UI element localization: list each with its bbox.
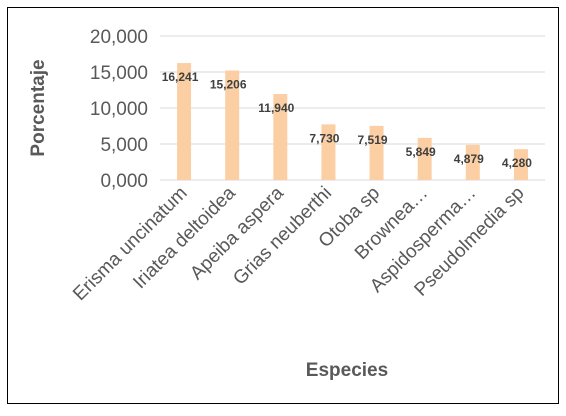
data-label: 7,519 (358, 133, 388, 147)
bar (177, 63, 192, 180)
data-label: 5,849 (406, 145, 436, 159)
bar (321, 124, 336, 180)
bar (225, 70, 240, 180)
y-tick-label: 20,000 (90, 27, 148, 48)
y-axis-title: Porcentaje (28, 59, 49, 156)
bar (369, 125, 384, 180)
y-tick-label: 10,000 (90, 99, 148, 120)
chart-border (7, 7, 559, 404)
y-tick-label: 0,000 (100, 171, 148, 192)
data-label: 4,879 (454, 152, 484, 166)
y-tick-label: 5,000 (100, 135, 148, 156)
data-label: 11,940 (258, 101, 294, 115)
bars (177, 63, 528, 180)
x-axis-title: Especies (306, 360, 388, 381)
data-labels: 16,241 15,206 11,940 7,730 7,519 5,849 4,879 4,… (162, 70, 533, 170)
data-label: 4,280 (502, 156, 532, 170)
data-label: 15,206 (210, 78, 247, 92)
bar (465, 144, 480, 180)
data-label: 16,241 (162, 70, 199, 84)
data-label: 7,730 (309, 131, 339, 145)
bar (417, 137, 432, 180)
bar (273, 94, 288, 180)
y-tick-label: 15,000 (90, 63, 148, 84)
bar (513, 149, 528, 180)
y-axis-ticks: 0,000 5,000 10,000 15,000 20,000 (90, 27, 148, 192)
gridlines (160, 35, 545, 181)
